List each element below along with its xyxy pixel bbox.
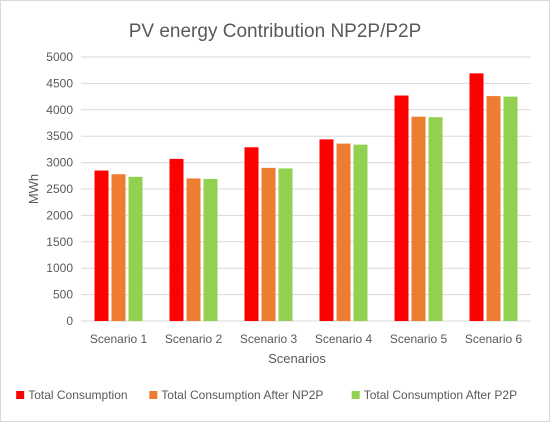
legend-label: Total Consumption After NP2P xyxy=(161,388,323,402)
bar xyxy=(128,176,143,321)
x-tick-label: Scenario 2 xyxy=(165,332,223,346)
bar xyxy=(261,167,276,321)
y-tick-label: 0 xyxy=(66,314,73,328)
y-tick-label: 2500 xyxy=(46,182,73,196)
y-tick-label: 1500 xyxy=(46,235,73,249)
legend: Total Consumption Total Consumption After… xyxy=(16,388,517,402)
bar xyxy=(394,95,409,321)
x-tick-label: Scenario 5 xyxy=(390,332,448,346)
x-tick-label: Scenario 1 xyxy=(90,332,148,346)
bar xyxy=(503,96,518,321)
bar xyxy=(428,117,443,321)
y-tick-label: 3000 xyxy=(46,156,73,170)
y-tick-label: 500 xyxy=(53,288,73,302)
bar xyxy=(486,96,501,322)
legend-label: Total Consumption xyxy=(28,388,127,402)
bar xyxy=(411,116,426,321)
x-tick-label: Scenario 6 xyxy=(465,332,523,346)
bar xyxy=(336,143,351,321)
x-tick-label: Scenario 3 xyxy=(240,332,298,346)
bar xyxy=(278,168,293,321)
y-tick-label: 5000 xyxy=(46,50,73,64)
bar xyxy=(469,73,484,321)
bar xyxy=(319,139,334,321)
chart-title: PV energy Contribution NP2P/P2P xyxy=(129,21,422,42)
x-tick-label: Scenario 4 xyxy=(315,332,373,346)
y-tick-label: 4500 xyxy=(46,76,73,90)
legend-swatch xyxy=(149,391,158,399)
bar xyxy=(94,170,109,321)
x-axis-ticks: Scenario 1 Scenario 2 Scenario 3 Scenario 4… xyxy=(90,332,523,346)
y-axis-ticks: 0 500 1000 1500 2000 2500 3000 3500 4000 4500 5000 xyxy=(46,50,73,328)
y-axis-label: MWh xyxy=(26,174,41,204)
legend-swatch xyxy=(351,391,360,399)
bar xyxy=(186,178,201,321)
legend-swatch xyxy=(16,391,25,399)
bar xyxy=(353,144,368,321)
bar xyxy=(244,147,259,321)
gridlines xyxy=(81,56,531,322)
bar xyxy=(169,158,184,321)
y-tick-label: 2000 xyxy=(46,208,73,222)
bars xyxy=(94,73,518,322)
x-axis-label: Scenarios xyxy=(268,351,326,366)
bar xyxy=(203,178,218,321)
y-tick-label: 3500 xyxy=(46,129,73,143)
legend-label: Total Consumption After P2P xyxy=(364,388,517,402)
y-tick-label: 1000 xyxy=(46,261,73,275)
bar xyxy=(111,174,126,321)
y-tick-label: 4000 xyxy=(46,103,73,117)
